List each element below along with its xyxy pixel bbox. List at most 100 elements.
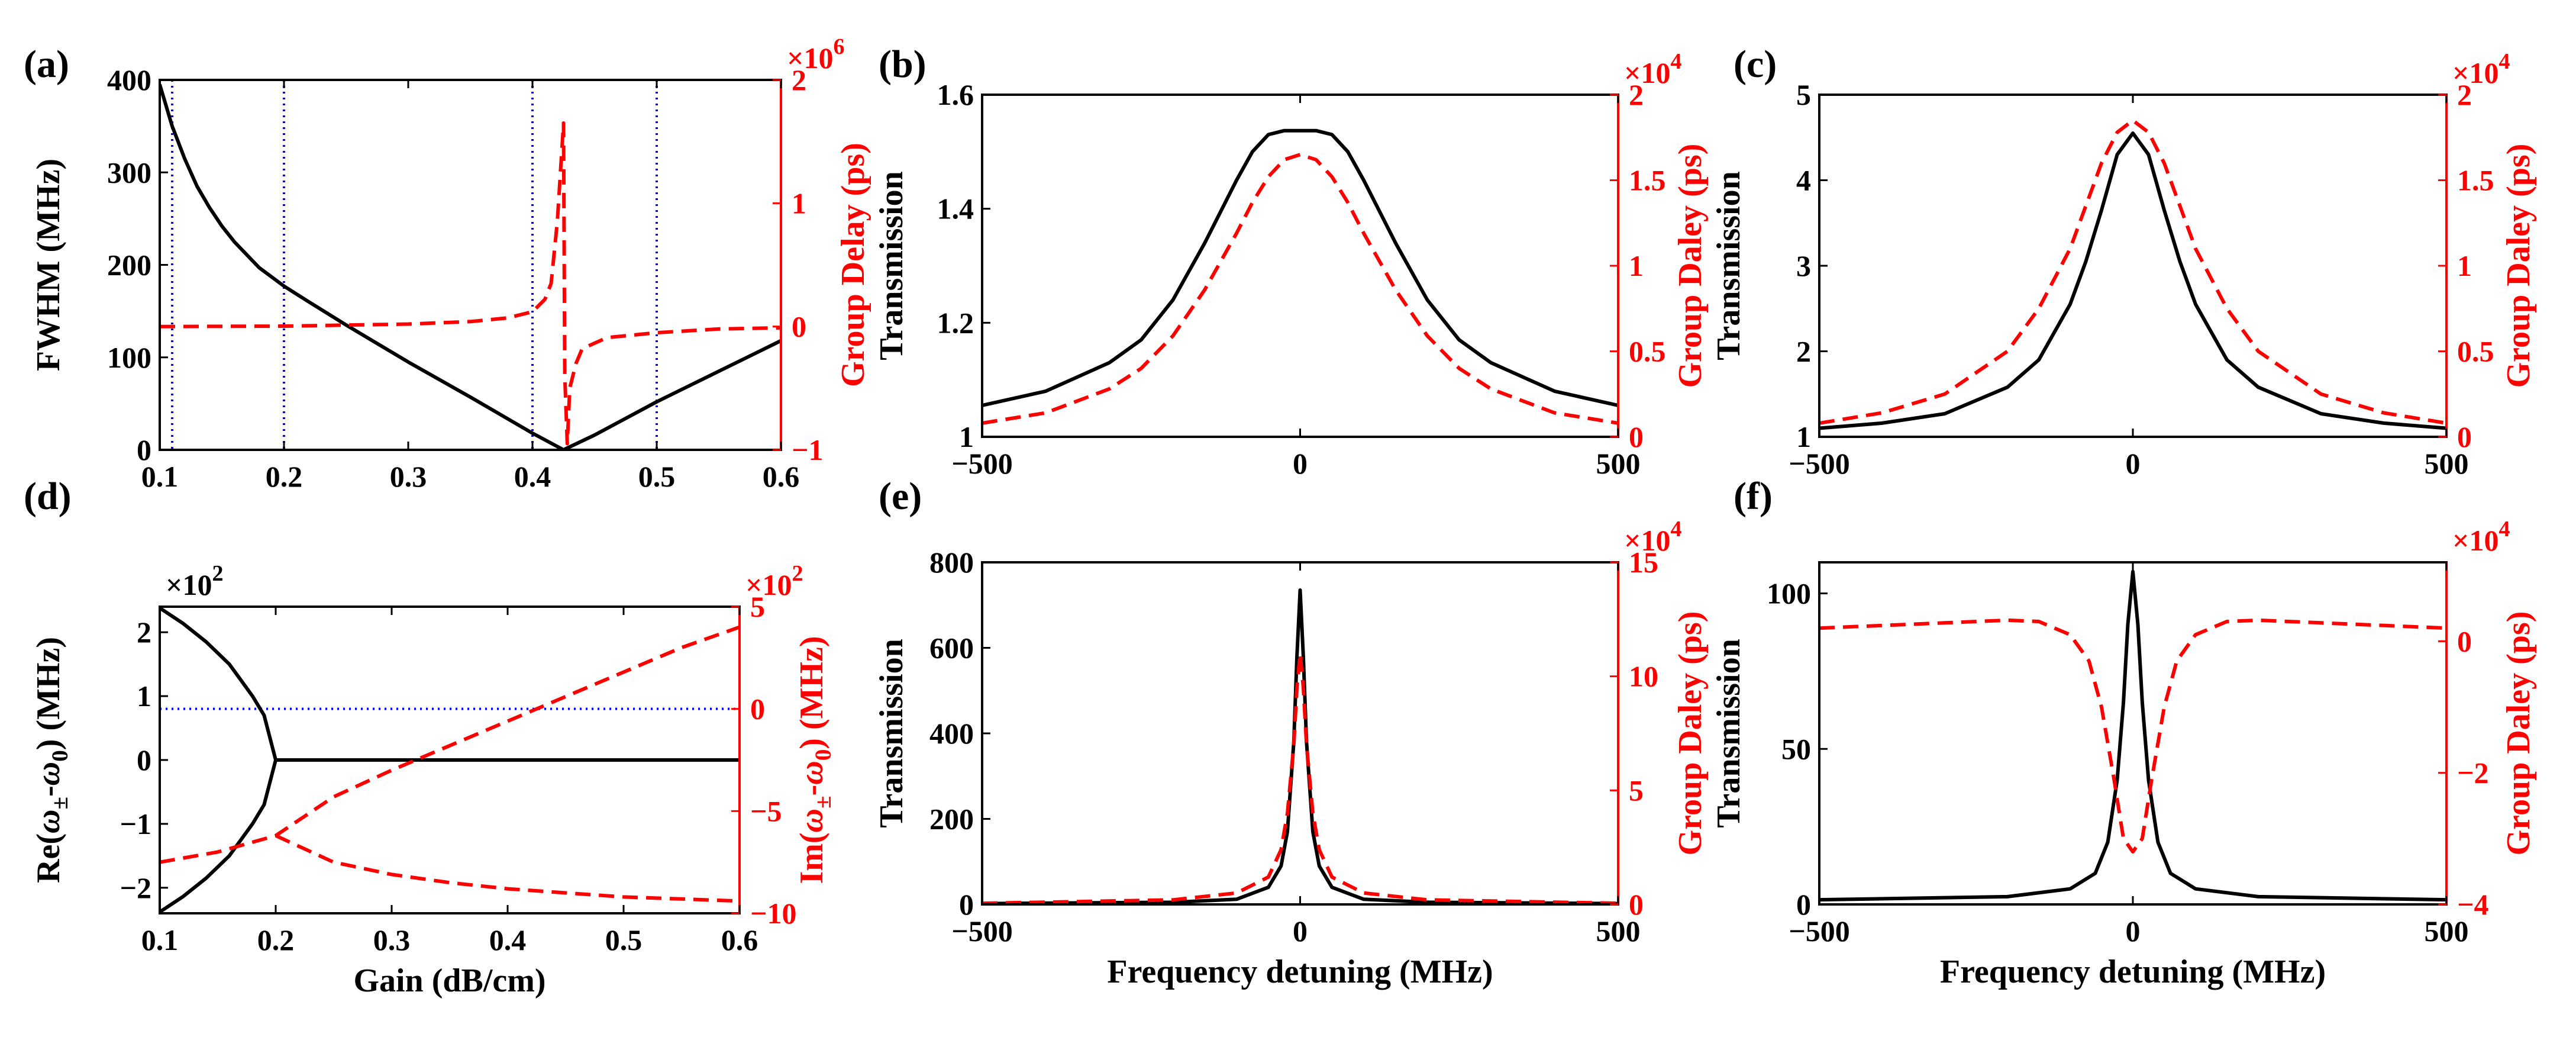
y-right-tick-label: 0 [2457, 624, 2472, 658]
x-tick-label: 0.1 [141, 923, 179, 957]
y-left-tick-label: 1.4 [937, 192, 974, 226]
svg-text:Transmission: Transmission [873, 171, 910, 360]
panel-a: 0.1 0.2 0.3 0.4 0.5 0.6 0 100 200 300 400 −1 0 1 2×106… [24, 34, 871, 493]
y-right-tick-label: 0.5 [1629, 335, 1666, 368]
svg-text:Transmission: Transmission [873, 639, 910, 827]
y-left-axis-title: Transmission [873, 639, 910, 827]
right-exponent: ×104 [1624, 49, 1682, 89]
x-tick-label: 0 [1293, 914, 1308, 948]
x-tick-label: −500 [951, 447, 1013, 480]
y-left-tick-label: 2 [1796, 335, 1811, 368]
y-right-axis-title: Group Daley (ps) [2500, 611, 2537, 856]
y-right-tick-label: 0 [1629, 420, 1644, 453]
y-left-tick-label: 3 [1796, 249, 1811, 282]
x-tick-label: −500 [1789, 447, 1850, 480]
y-left-tick-label: 0 [137, 743, 151, 777]
right-exponent: ×102 [745, 561, 803, 601]
y-left-axis-title: Transmission [1710, 171, 1747, 360]
panel-e: −500 0 5000200400600800051015×104Transmiss… [873, 475, 1709, 990]
x-tick-label: 0.3 [390, 460, 427, 493]
y-left-axis-title: FWHM (MHz) [30, 159, 67, 371]
y-left-tick-label: 50 [1781, 732, 1811, 765]
panel-label: (f) [1734, 475, 1773, 518]
series-line [1819, 131, 2446, 430]
y-right-tick-label: 5 [750, 590, 765, 623]
x-tick-label: 0.2 [266, 460, 303, 493]
y-left-axis-title: Transmission [873, 171, 910, 360]
svg-text:Transmission: Transmission [1710, 171, 1747, 360]
x-tick-label: 500 [1596, 447, 1641, 480]
y-right-tick-label: −1 [792, 433, 824, 466]
y-left-axis-title: Transmission [1710, 639, 1747, 827]
plot-frame [1818, 94, 2448, 438]
panel-label: (e) [879, 475, 922, 518]
series-line [160, 759, 277, 913]
x-tick-label: −500 [951, 914, 1013, 948]
y-left-tick-label: 400 [929, 717, 974, 750]
series-line [982, 153, 1618, 425]
y-right-tick-label: −2 [2457, 756, 2489, 790]
plot-frame [981, 94, 1619, 438]
x-axis-title: Frequency detuning (MHz) [1107, 954, 1493, 990]
right-exponent: ×104 [2452, 49, 2510, 89]
y-left-tick-label: 600 [929, 632, 974, 665]
x-tick-label: 0.4 [489, 923, 527, 957]
y-left-tick-label: 200 [929, 803, 974, 836]
series-line [160, 625, 740, 864]
y-left-tick-label: 5 [1796, 78, 1811, 111]
right-exponent: ×104 [1624, 517, 1682, 557]
panel-label: (d) [24, 475, 72, 518]
y-left-tick-label: −2 [120, 871, 152, 904]
y-left-tick-label: 1 [1796, 420, 1811, 453]
y-right-tick-label: 1 [2457, 249, 2472, 282]
y-right-tick-label: 15 [1629, 546, 1658, 579]
panel-label: (b) [879, 43, 927, 86]
y-left-tick-label: 200 [107, 249, 151, 282]
series-line [275, 834, 740, 903]
y-right-axis-title: Group Delay (ps) [835, 143, 871, 387]
y-left-tick-label: 1.6 [937, 78, 974, 111]
series-line [160, 607, 277, 761]
panel-label: (c) [1734, 43, 1777, 86]
y-right-axis-title: Im(ω±-ω0) (MHz) [793, 636, 836, 884]
x-tick-label: 0.3 [373, 923, 411, 957]
y-left-tick-label: 0 [959, 888, 974, 921]
y-left-tick-label: 1 [137, 679, 151, 713]
series-line [982, 652, 1618, 904]
y-right-tick-label: −5 [750, 794, 782, 827]
plot-frame [159, 79, 782, 451]
y-left-tick-label: 1.2 [937, 306, 974, 339]
x-tick-label: 0.6 [721, 923, 758, 957]
panel-b: −500 0 50011.21.41.600.511.52×104Transmiss… [873, 43, 1709, 480]
svg-text:Im(ω±-ω0) (MHz): Im(ω±-ω0) (MHz) [793, 636, 836, 884]
x-tick-label: 0 [2126, 447, 2141, 480]
y-right-tick-label: 0.5 [2457, 335, 2494, 368]
svg-text:Group Daley (ps): Group Daley (ps) [2500, 144, 2537, 388]
y-right-tick-label: 1.5 [1629, 164, 1666, 197]
y-left-tick-label: 2 [137, 616, 151, 649]
series-line [1819, 118, 2446, 425]
svg-text:Group Delay (ps): Group Delay (ps) [835, 143, 871, 387]
x-tick-label: 0.2 [257, 923, 295, 957]
y-right-tick-label: 0 [2457, 420, 2472, 453]
x-tick-label: 0.1 [141, 460, 179, 493]
x-tick-label: 0.4 [514, 460, 551, 493]
panel-d: 0.1 0.2 0.3 0.4 0.5 0.6−2−1012−10−505×102×102… [24, 475, 836, 999]
y-left-tick-label: 800 [929, 546, 974, 579]
series-line [160, 121, 781, 446]
y-right-tick-label: 1 [792, 186, 806, 220]
x-tick-label: 500 [2425, 447, 2469, 480]
y-right-axis-title: Group Daley (ps) [1672, 611, 1709, 856]
series-line [1819, 618, 2446, 854]
x-tick-label: 0 [2126, 914, 2141, 948]
y-right-tick-label: 0 [1629, 888, 1644, 921]
y-left-tick-label: 300 [107, 156, 151, 189]
series-line [1819, 569, 2446, 902]
x-tick-label: −500 [1789, 914, 1850, 948]
y-right-tick-label: 5 [1629, 774, 1644, 807]
x-tick-label: 0.5 [605, 923, 643, 957]
x-axis-title: Gain (dB/cm) [353, 962, 545, 999]
y-left-tick-label: 0 [1796, 888, 1811, 921]
series-line [160, 83, 781, 450]
